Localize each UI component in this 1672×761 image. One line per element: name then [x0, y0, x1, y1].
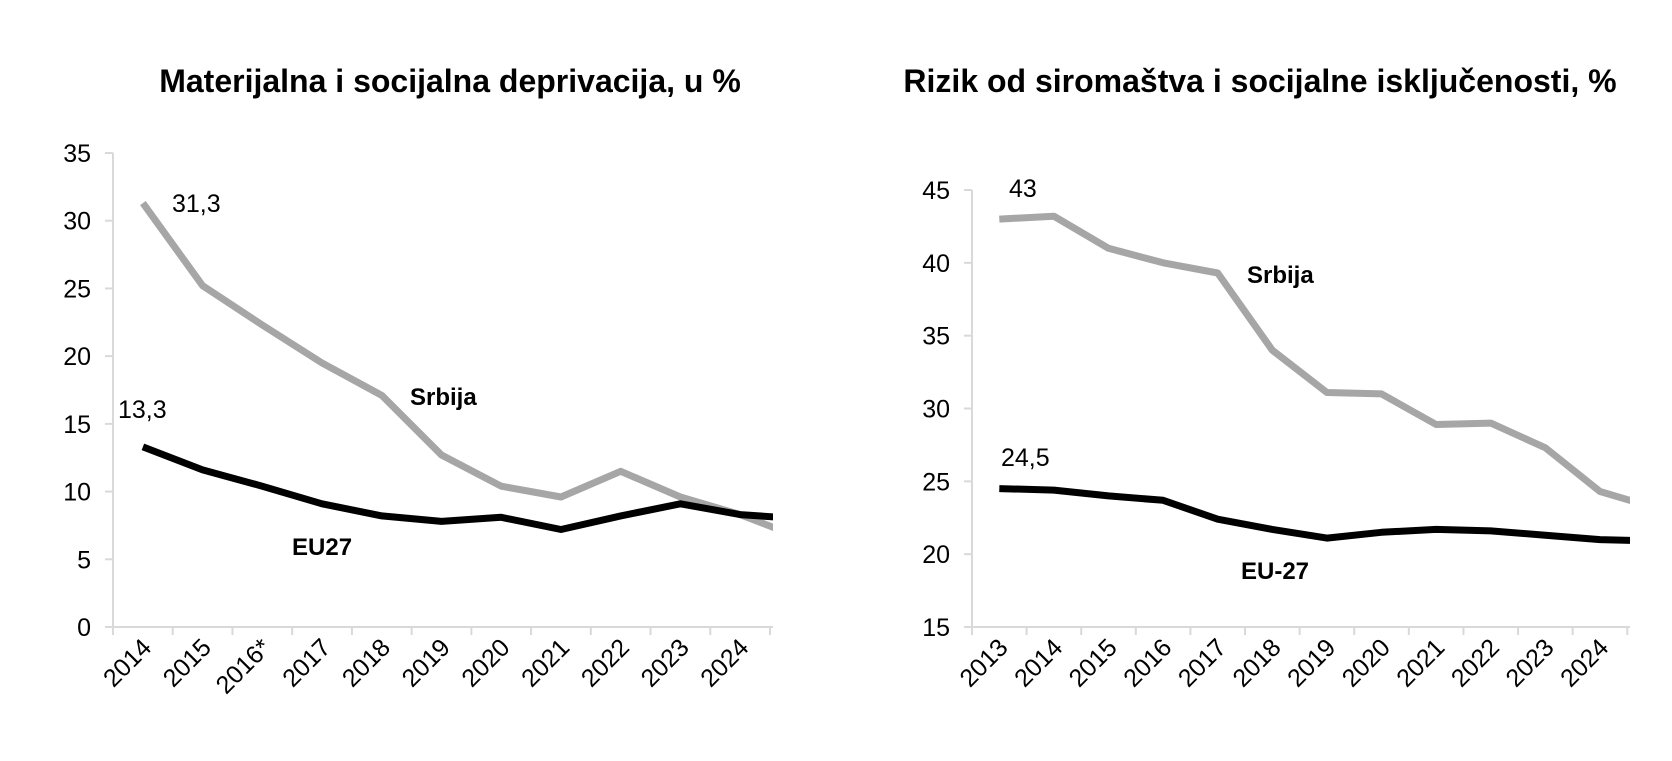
x-tick-label: 2016*	[211, 633, 277, 699]
series-line-srbija	[999, 212, 1630, 504]
chart-title: Rizik od siromaštva i socijalne isključe…	[903, 63, 1617, 99]
series-line-eu-27	[999, 485, 1630, 544]
x-tick-label: 2019	[1282, 633, 1341, 692]
data-label: 43	[1009, 175, 1037, 203]
chart-rizik-siromastva: Rizik od siromaštva i socijalne isključe…	[860, 0, 1660, 761]
x-tick-label: 2020	[1337, 633, 1396, 692]
x-tick-label: 2023	[636, 633, 695, 692]
x-tick-label: 2022	[576, 633, 635, 692]
x-tick-label: 2020	[456, 633, 515, 692]
x-tick-label: 2018	[337, 633, 396, 692]
y-tick-label: 35	[922, 323, 950, 351]
y-tick-label: 35	[63, 140, 91, 168]
x-tick-label: 2024	[1555, 633, 1614, 692]
y-tick-label: 5	[77, 546, 91, 574]
x-tick-label: 2013	[954, 633, 1013, 692]
y-tick-label: 15	[63, 411, 91, 439]
x-tick-label: 2015	[1064, 633, 1123, 692]
y-tick-label: 45	[922, 177, 950, 205]
x-tick-label: 2	[1639, 633, 1660, 663]
x-tick-label: 2015	[158, 633, 217, 692]
x-tick-label: 2014	[98, 633, 157, 692]
y-tick-label: 40	[922, 250, 950, 278]
x-tick-label: 2021	[1391, 633, 1450, 692]
y-tick-label: 30	[63, 208, 91, 236]
x-tick-label: 2022	[1446, 633, 1505, 692]
series-line-srbija	[140, 201, 773, 532]
x-tick-label: 2021	[516, 633, 575, 692]
x-tick-label: 2018	[1227, 633, 1286, 692]
y-tick-label: 20	[63, 343, 91, 371]
x-tick-label: 2024	[695, 633, 754, 692]
series-label: Srbija	[410, 384, 477, 411]
x-tick-label: 2019	[397, 633, 456, 692]
y-tick-label: 20	[922, 541, 950, 569]
chart-materijalna-deprivacija: Materijalna i socijalna deprivacija, u %…	[0, 0, 780, 761]
chart-title: Materijalna i socijalna deprivacija, u %	[159, 63, 741, 99]
x-tick-label: 2023	[1500, 633, 1559, 692]
y-tick-label: 30	[922, 396, 950, 424]
series-label: Srbija	[1247, 262, 1314, 289]
x-tick-label: 2014	[1009, 633, 1068, 692]
x-tick-label: 2016	[1118, 633, 1177, 692]
series-label: EU27	[292, 534, 352, 561]
y-tick-label: 25	[63, 275, 91, 303]
x-tick-label: 2017	[277, 633, 336, 692]
data-label: 24,5	[1001, 444, 1050, 472]
data-label: 31,3	[172, 190, 221, 218]
data-label: 13,3	[118, 396, 167, 424]
series-label: EU-27	[1241, 558, 1309, 585]
y-tick-label: 0	[77, 614, 91, 642]
series-line-eu27	[141, 443, 773, 533]
y-tick-label: 15	[922, 614, 950, 642]
chart-plot: 1520253035404520132014201520162017201820…	[922, 175, 1660, 693]
y-tick-label: 25	[922, 468, 950, 496]
x-tick-label: 2017	[1173, 633, 1232, 692]
y-tick-label: 10	[63, 479, 91, 507]
